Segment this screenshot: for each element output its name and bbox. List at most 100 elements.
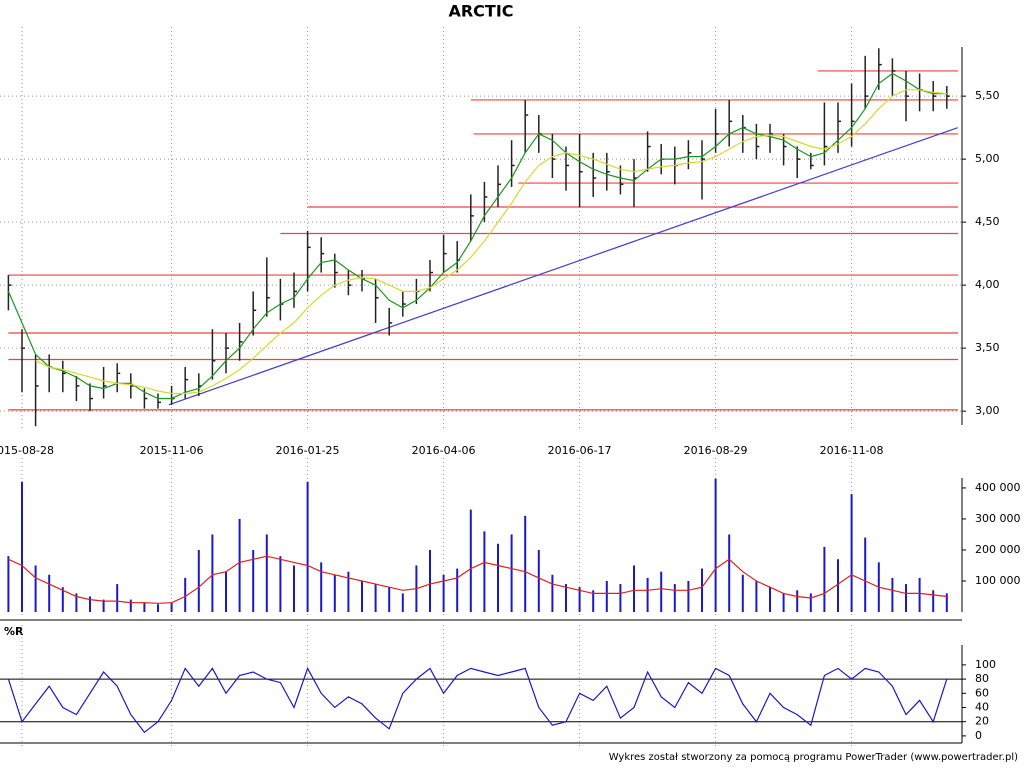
trend-line <box>168 127 958 406</box>
volume-bar <box>48 574 51 612</box>
y-tick-label: 4,50 <box>975 215 1000 228</box>
volume-bar <box>252 549 255 612</box>
moving-average <box>7 72 947 400</box>
volume-bar <box>769 587 771 612</box>
volume-bar <box>796 590 799 612</box>
volume-bar <box>646 577 649 612</box>
volume-bar <box>918 577 921 612</box>
volume-bar <box>7 556 10 612</box>
volume-bar <box>510 534 513 612</box>
y-tick-label: 400 000 <box>975 481 1021 494</box>
volume-bar <box>837 559 839 612</box>
volume-bar <box>741 574 744 612</box>
volume-bar <box>456 568 459 612</box>
volume-bar <box>864 537 867 612</box>
volume-bar <box>116 584 119 612</box>
volume-bar <box>673 584 676 612</box>
y-tick-label: 300 000 <box>975 512 1021 525</box>
volume-bar <box>701 568 703 612</box>
volume-bar <box>320 562 323 612</box>
volume-average <box>8 555 947 604</box>
volume-bar <box>782 593 785 612</box>
volume-bar <box>429 549 431 612</box>
volume-bar <box>442 574 445 612</box>
volume-bar <box>687 580 690 612</box>
volume-bar <box>129 599 132 612</box>
volume-bar <box>497 543 499 612</box>
volume-bar <box>619 584 622 612</box>
volume-bar <box>279 556 282 612</box>
x-tick-label: 2016-11-08 <box>820 444 884 457</box>
volume-bar <box>89 596 91 612</box>
volume-bar <box>592 590 595 612</box>
y-tick-label: 200 000 <box>975 543 1021 556</box>
volume-bar <box>34 565 37 612</box>
volume-bar <box>551 574 554 612</box>
y-tick-label: 20 <box>975 715 989 728</box>
volume-bar <box>483 531 486 612</box>
volume-bar <box>225 571 227 612</box>
volume-bar <box>293 565 295 612</box>
volume-bar <box>469 509 472 612</box>
volume-bar <box>102 599 105 612</box>
volume-bar <box>143 602 146 612</box>
volume-bar <box>823 546 826 612</box>
y-tick-label: 5,00 <box>975 152 1000 165</box>
volume-bar <box>524 515 527 612</box>
volume-bar <box>211 534 214 612</box>
y-tick-label: 4,00 <box>975 278 1000 291</box>
volume-bar <box>537 549 540 612</box>
y-tick-label: 3,50 <box>975 341 1000 354</box>
moving-average <box>35 89 947 395</box>
volume-bar <box>21 481 23 612</box>
volume-bar <box>374 584 377 612</box>
footer: Wykres został stworzony za pomocą progra… <box>609 752 1018 763</box>
y-tick-label: 40 <box>975 700 989 713</box>
volume-bar <box>306 481 309 612</box>
volume-bar <box>61 587 64 612</box>
x-tick-label: 2015-08-28 <box>0 444 54 457</box>
volume-bar <box>714 478 717 612</box>
volume-bar <box>401 593 404 612</box>
wr-line <box>7 666 948 734</box>
panel-title: %R <box>4 625 24 638</box>
volume-bar <box>728 534 731 612</box>
volume-bar <box>755 580 758 612</box>
volume-bar <box>170 602 173 612</box>
volume-bar <box>347 571 350 612</box>
y-tick-label: 100 <box>975 658 996 671</box>
volume-bar <box>850 494 853 612</box>
volume-bar <box>945 593 948 612</box>
x-tick-label: 2015-11-06 <box>140 444 204 457</box>
x-tick-label: 2016-08-29 <box>684 444 748 457</box>
volume-bar <box>565 584 567 612</box>
volume-bar <box>891 577 894 612</box>
volume-bar <box>157 604 159 612</box>
chart-title: ARCTIC <box>448 2 513 21</box>
x-tick-label: 2016-04-06 <box>412 444 476 457</box>
y-tick-label: 3,00 <box>975 404 1000 417</box>
volume-bar <box>905 584 907 612</box>
y-tick-label: 100 000 <box>975 574 1021 587</box>
y-tick-label: 80 <box>975 672 989 685</box>
volume-bar <box>184 577 187 612</box>
volume-bar <box>809 593 812 612</box>
volume-bar <box>932 590 935 612</box>
x-tick-label: 2016-06-17 <box>548 444 612 457</box>
volume-bar <box>605 580 608 612</box>
volume-bar <box>75 593 78 612</box>
volume-bar <box>388 587 391 612</box>
x-tick-label: 2016-01-25 <box>276 444 340 457</box>
y-tick-label: 0 <box>975 729 982 742</box>
volume-bar <box>633 565 635 612</box>
volume-bar <box>238 518 241 612</box>
volume-bar <box>197 549 200 612</box>
volume-bar <box>578 587 581 612</box>
volume-bar <box>333 574 336 612</box>
y-tick-label: 5,50 <box>975 89 1000 102</box>
volume-bar <box>660 571 663 612</box>
volume-bar <box>361 580 363 612</box>
